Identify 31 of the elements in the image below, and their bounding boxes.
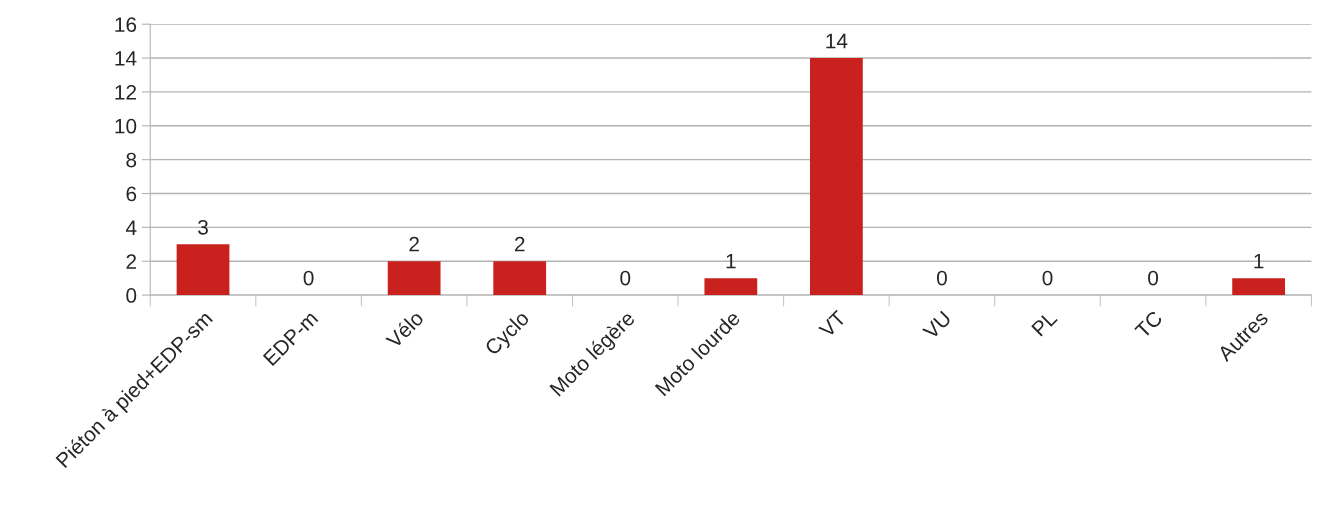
y-tick-label: 10: [115, 118, 137, 134]
data-label: 0: [303, 270, 314, 286]
data-label: 14: [826, 33, 848, 49]
bar: [810, 58, 863, 296]
data-label: 3: [198, 219, 208, 235]
data-label: 1: [1254, 253, 1264, 269]
bar: [387, 261, 441, 296]
y-tick-label: 8: [126, 152, 137, 168]
x-tick-label: PL: [1031, 310, 1058, 337]
x-tick-label: VT: [818, 309, 847, 339]
data-label: 0: [1148, 270, 1159, 286]
data-label: 2: [514, 236, 525, 252]
y-tick-label: 6: [126, 186, 137, 202]
y-tick-label: 14: [115, 51, 137, 66]
bar: [704, 278, 758, 296]
y-tick-label: 12: [115, 84, 137, 100]
x-tick-label: VU: [922, 310, 952, 341]
data-label: 0: [936, 270, 947, 286]
y-tick-label: 16: [115, 17, 137, 32]
bar: [493, 261, 547, 296]
y-tick-label: 0: [126, 288, 137, 303]
data-label: 1: [726, 253, 736, 269]
data-label: 0: [1042, 270, 1053, 286]
data-label: 0: [620, 270, 631, 286]
y-tick-label: 4: [125, 220, 137, 235]
y-tick-label: 2: [126, 254, 137, 269]
bar: [1232, 278, 1286, 296]
bar: [176, 244, 230, 296]
x-tick-label: Vélo: [384, 309, 425, 350]
x-tick-label: TC: [1134, 309, 1164, 340]
data-label: 2: [409, 236, 419, 252]
